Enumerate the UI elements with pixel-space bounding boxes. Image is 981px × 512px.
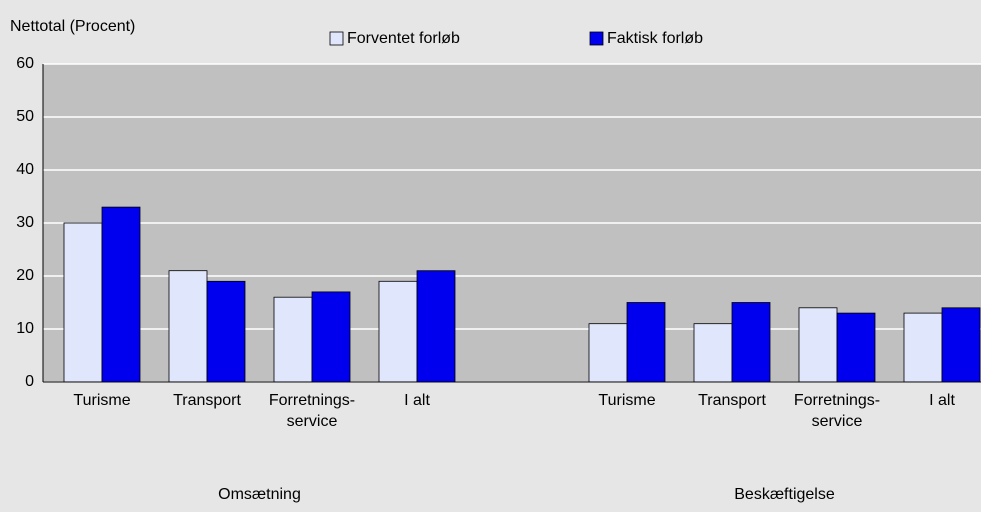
bar [168,270,208,383]
bar [378,280,418,383]
legend-swatch [329,31,344,46]
bar [63,222,103,383]
bar [941,307,981,383]
y-tick-label: 30 [16,214,34,231]
bar [693,323,733,383]
y-tick-label: 10 [16,320,34,337]
bar [903,312,943,383]
x-tick-label: Forretnings- service [268,392,356,430]
bar [731,302,771,383]
y-tick-label: 20 [16,267,34,284]
bar [798,307,838,383]
y-axis-title: Nettotal (Procent) [10,18,135,35]
bar [273,296,313,383]
x-tick-label: Forretnings- service [793,392,881,430]
x-tick-label: I alt [929,392,955,409]
bar [101,206,141,383]
x-tick-label: Transport [173,392,241,409]
bar [588,323,628,383]
bar [311,291,351,383]
x-tick-label: I alt [404,392,430,409]
group-label: Beskæftigelse [734,486,835,503]
y-tick-label: 60 [16,55,34,72]
y-tick-label: 40 [16,161,34,178]
group-label: Omsætning [218,486,301,503]
legend-label: Faktisk forløb [607,30,703,47]
bar [626,302,666,383]
x-tick-label: Turisme [598,392,656,409]
bar [206,280,246,383]
y-tick-label: 0 [25,373,34,390]
y-tick-label: 50 [16,108,34,125]
legend-swatch [589,31,604,46]
bar [836,312,876,383]
legend-label: Forventet forløb [347,30,460,47]
x-tick-label: Turisme [73,392,131,409]
bar [416,270,456,383]
x-tick-label: Transport [698,392,766,409]
